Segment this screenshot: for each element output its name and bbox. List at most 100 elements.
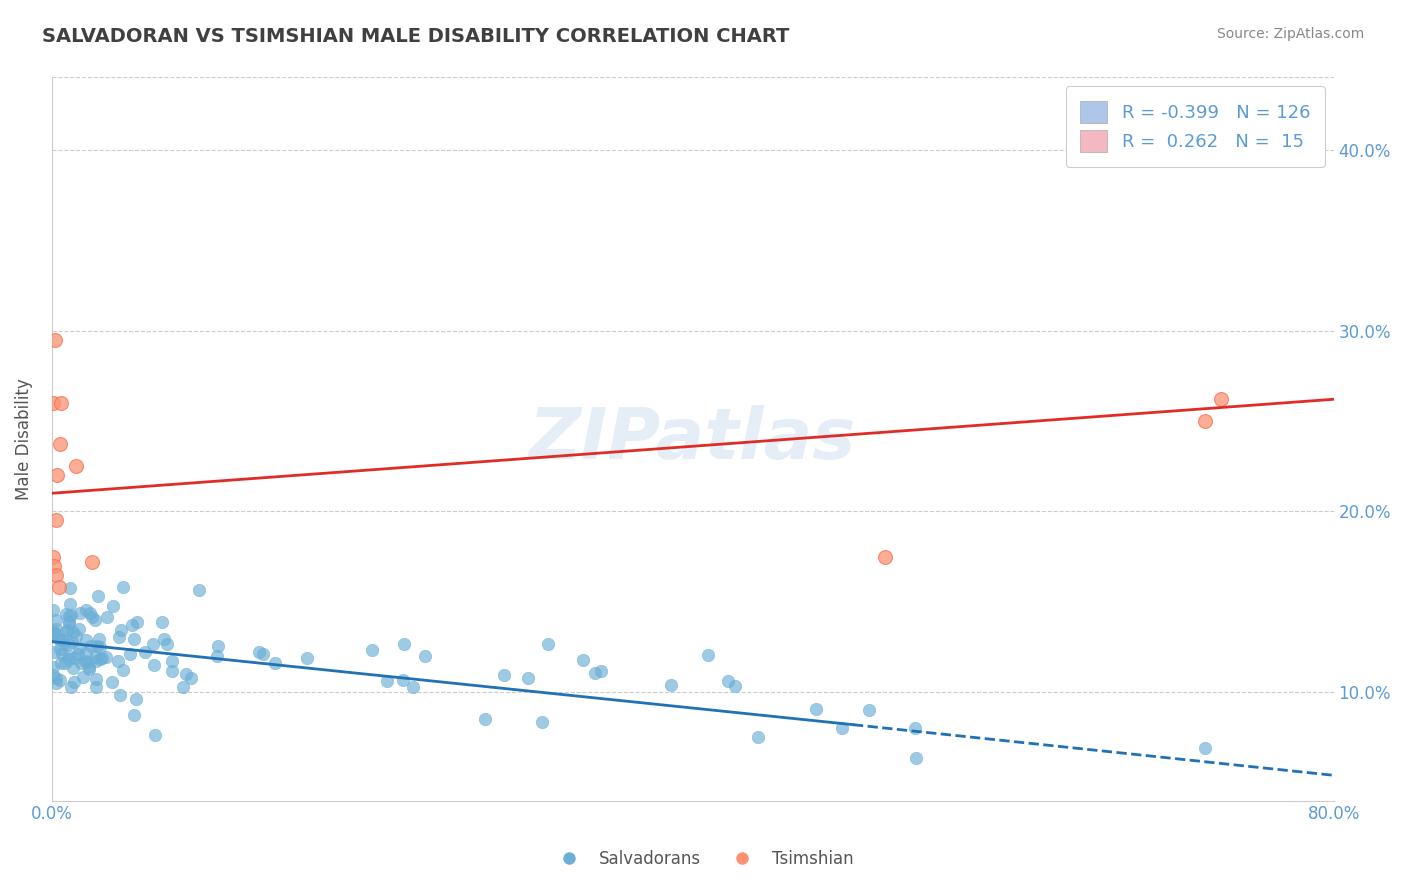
Point (45, 622, 67, 636)
Y-axis label: Male Disability: Male Disability (15, 378, 32, 500)
Point (73, 654, 96, 668)
Point (591, 664, 613, 678)
Point (804, 702, 827, 716)
Point (72, 670, 94, 684)
Point (391, 673, 413, 688)
Point (112, 663, 135, 677)
Point (41, 549, 63, 564)
Point (249, 645, 271, 659)
Point (69, 606, 91, 620)
Point (46, 632, 69, 646)
Point (49, 437, 72, 451)
Point (89, 640, 111, 654)
Point (58, 615, 80, 630)
Point (858, 703, 880, 717)
Point (80, 639, 103, 653)
Point (53, 657, 76, 671)
Point (153, 632, 176, 647)
Point (142, 637, 165, 651)
Point (79, 606, 101, 620)
Point (58, 651, 80, 665)
Point (70, 656, 93, 670)
Point (65, 459, 87, 474)
Point (45, 567, 67, 582)
Point (402, 680, 425, 694)
Point (51, 633, 73, 648)
Point (63, 674, 86, 689)
Point (101, 674, 124, 689)
Point (392, 637, 415, 651)
Point (143, 728, 166, 742)
Point (62, 625, 84, 640)
Point (207, 648, 229, 663)
Point (42, 625, 65, 640)
Point (66, 648, 89, 662)
Point (79, 660, 101, 674)
Point (51, 396, 73, 410)
Point (67, 640, 90, 655)
Point (60, 634, 83, 648)
Point (188, 583, 211, 598)
Point (94, 649, 117, 664)
Point (55, 607, 77, 621)
Point (86, 639, 108, 653)
Point (45, 613, 67, 627)
Point (176, 667, 198, 681)
Point (905, 751, 928, 765)
Point (60, 680, 83, 694)
Point (264, 656, 287, 670)
Point (77, 662, 100, 676)
Point (831, 721, 853, 735)
Point (42, 625, 65, 640)
Point (65, 629, 87, 643)
Point (108, 630, 131, 644)
Point (156, 638, 179, 652)
Point (180, 671, 202, 685)
Point (724, 680, 747, 694)
Legend: Salvadorans, Tsimshian: Salvadorans, Tsimshian (546, 844, 860, 875)
Point (142, 657, 165, 672)
Point (873, 549, 896, 564)
Point (42, 667, 65, 681)
Text: Source: ZipAtlas.com: Source: ZipAtlas.com (1216, 27, 1364, 41)
Point (124, 707, 146, 722)
Point (120, 647, 142, 661)
Point (80, 555, 103, 569)
Point (42, 645, 65, 659)
Point (62, 660, 84, 674)
Point (83, 649, 105, 664)
Text: ZIPatlas: ZIPatlas (529, 405, 856, 474)
Point (583, 665, 606, 680)
Point (42, 626, 65, 640)
Point (80, 610, 103, 624)
Point (1194, 741, 1216, 756)
Point (59, 608, 82, 623)
Point (75, 646, 97, 660)
Point (44, 333, 66, 347)
Point (122, 632, 145, 647)
Point (41, 396, 63, 410)
Point (375, 673, 398, 688)
Point (45, 468, 67, 483)
Point (661, 678, 683, 692)
Point (63, 650, 86, 665)
Point (134, 645, 156, 659)
Point (172, 680, 194, 694)
Point (51, 647, 73, 661)
Point (103, 599, 125, 614)
Point (717, 673, 740, 688)
Text: SALVADORAN VS TSIMSHIAN MALE DISABILITY CORRELATION CHART: SALVADORAN VS TSIMSHIAN MALE DISABILITY … (42, 27, 790, 45)
Point (48, 673, 70, 687)
Point (107, 654, 129, 668)
Point (45, 671, 67, 685)
Point (162, 664, 184, 678)
Point (207, 640, 229, 654)
Point (84, 680, 107, 694)
Point (361, 643, 384, 657)
Point (58, 609, 80, 624)
Point (49, 656, 72, 670)
Point (76, 656, 98, 670)
Point (86, 672, 108, 686)
Point (904, 721, 927, 735)
Point (59, 581, 82, 595)
